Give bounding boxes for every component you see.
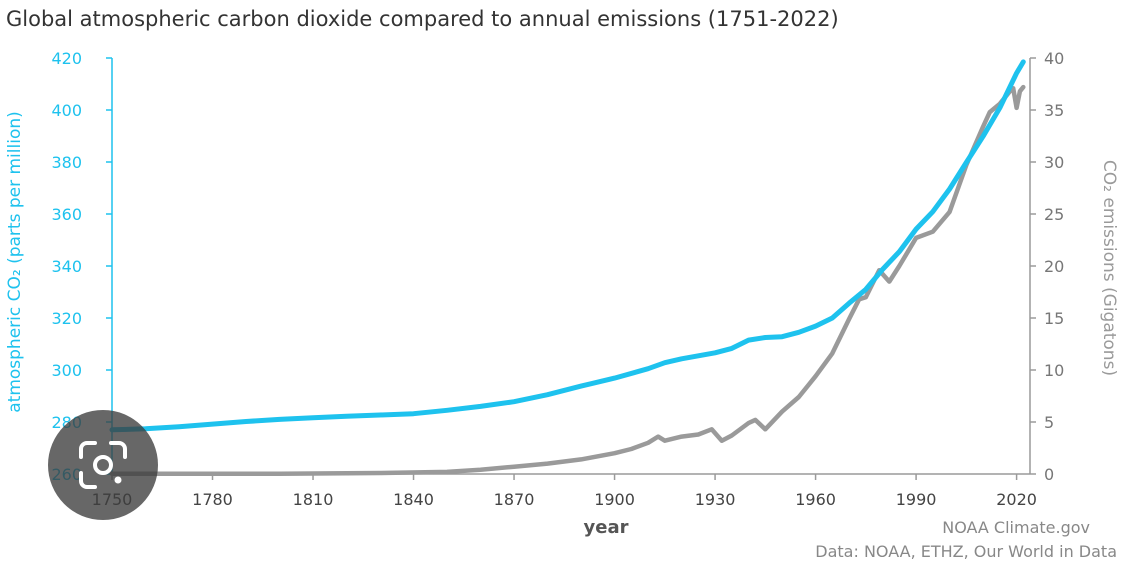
left-tick-label: 380: [51, 153, 82, 172]
left-tick-label: 420: [51, 49, 82, 68]
left-axis-label: atmospheric CO₂ (parts per million): [5, 111, 25, 413]
co2-emissions-line: [109, 84, 1026, 477]
google-lens-icon: [79, 441, 127, 489]
left-tick-label: 400: [51, 101, 82, 120]
axes: [111, 58, 1031, 475]
x-tick-label: 1990: [896, 490, 937, 509]
x-axis-label: year: [584, 517, 629, 538]
x-tick-label: 1900: [594, 490, 635, 509]
source-credit: NOAA Climate.gov: [942, 518, 1090, 537]
left-tick-label: 340: [51, 257, 82, 276]
right-tick-label: 20: [1044, 257, 1064, 276]
right-tick-label: 0: [1044, 465, 1054, 484]
left-tick-label: 360: [51, 205, 82, 224]
atmospheric-co2-line: [109, 59, 1026, 433]
x-axis-ticks: 1750178018101840187019001930196019902020: [92, 474, 1037, 509]
right-tick-label: 25: [1044, 205, 1064, 224]
right-axis-label: CO₂ emissions (Gigatons): [1099, 160, 1119, 376]
series-lines: [109, 59, 1026, 477]
x-tick-label: 1780: [192, 490, 233, 509]
lens-search-button[interactable]: [48, 410, 158, 520]
right-tick-label: 5: [1044, 413, 1054, 432]
right-tick-label: 10: [1044, 361, 1064, 380]
right-tick-label: 40: [1044, 49, 1064, 68]
right-axis-ticks: 0 5 10 15 20 25 30 35 40: [1030, 49, 1064, 484]
x-tick-label: 1960: [795, 490, 836, 509]
left-tick-label: 320: [51, 309, 82, 328]
x-tick-label: 1840: [393, 490, 434, 509]
x-tick-label: 1870: [494, 490, 535, 509]
right-tick-label: 35: [1044, 101, 1064, 120]
right-tick-label: 15: [1044, 309, 1064, 328]
left-tick-label: 300: [51, 361, 82, 380]
x-tick-label: 2020: [996, 490, 1037, 509]
x-tick-label: 1930: [695, 490, 736, 509]
chart-title: Global atmospheric carbon dioxide compar…: [6, 7, 839, 31]
data-credit: Data: NOAA, ETHZ, Our World in Data: [815, 542, 1117, 561]
right-tick-label: 30: [1044, 153, 1064, 172]
x-tick-label: 1810: [293, 490, 334, 509]
